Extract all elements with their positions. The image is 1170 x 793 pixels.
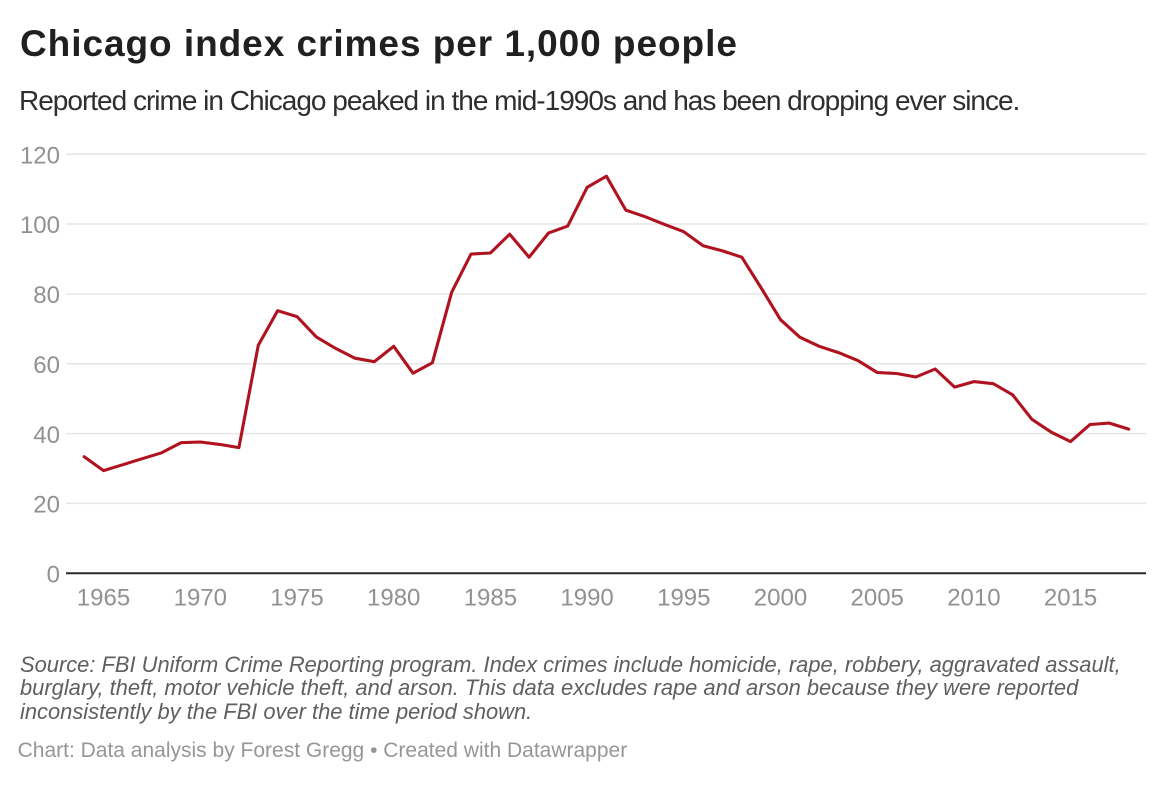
svg-text:80: 80 xyxy=(33,282,60,309)
svg-text:40: 40 xyxy=(33,422,60,449)
svg-text:1975: 1975 xyxy=(270,584,323,611)
svg-text:1980: 1980 xyxy=(367,584,420,611)
svg-text:1995: 1995 xyxy=(657,584,710,611)
svg-text:100: 100 xyxy=(20,212,60,239)
svg-text:20: 20 xyxy=(33,492,60,519)
svg-text:1985: 1985 xyxy=(464,584,517,611)
svg-text:60: 60 xyxy=(33,352,60,379)
svg-text:1990: 1990 xyxy=(560,584,613,611)
svg-text:1970: 1970 xyxy=(174,584,227,611)
svg-text:0: 0 xyxy=(47,562,60,589)
svg-text:2000: 2000 xyxy=(754,584,807,611)
svg-text:2005: 2005 xyxy=(851,584,904,611)
svg-text:2015: 2015 xyxy=(1044,584,1097,611)
svg-text:1965: 1965 xyxy=(77,584,130,611)
svg-text:2010: 2010 xyxy=(947,584,1000,611)
svg-text:120: 120 xyxy=(20,142,60,169)
